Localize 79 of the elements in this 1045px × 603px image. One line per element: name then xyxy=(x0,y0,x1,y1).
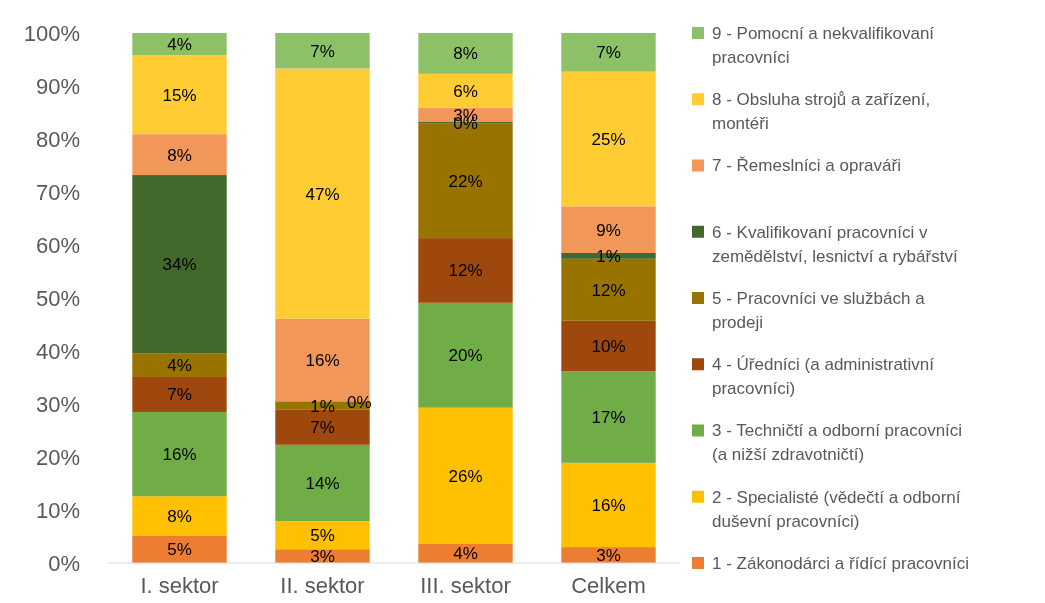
bar xyxy=(561,33,656,72)
legend-label: 5 - Pracovníci ve službách a prodeji xyxy=(712,288,926,332)
data-label: 17% xyxy=(591,407,626,427)
data-label: 16% xyxy=(305,350,340,370)
data-label: 1% xyxy=(310,396,335,416)
legend-label: 9 - Pomocní a nekvalifikovaní pracovníci xyxy=(712,23,935,67)
y-tick-label: 10% xyxy=(35,497,80,523)
bar xyxy=(132,411,227,497)
y-tick-label: 30% xyxy=(35,391,80,417)
y-tick-label: 0% xyxy=(48,550,80,576)
data-label: 10% xyxy=(591,336,626,356)
y-tick-label: 70% xyxy=(35,179,80,205)
data-label: 7% xyxy=(596,43,621,63)
data-label: 3% xyxy=(310,547,335,567)
bar xyxy=(132,175,227,354)
legend-label: 3 - Techničtí a odborní pracovníci (a nižší zdravotničtí) xyxy=(712,421,963,465)
data-label: 34% xyxy=(162,255,197,275)
legend-label: 6 - Kvalifikovaní pracovníci v zemědělství, lesnictví a rybářství xyxy=(712,222,958,266)
bar xyxy=(275,521,370,550)
x-tick-label: III. sektor xyxy=(420,573,511,598)
bar xyxy=(132,134,227,176)
data-label: 16% xyxy=(162,445,197,465)
bar xyxy=(132,33,227,56)
data-label: 4% xyxy=(167,356,192,375)
y-tick-label: 40% xyxy=(35,338,80,364)
bar xyxy=(132,376,227,412)
bar xyxy=(132,535,227,563)
legend-label: 7 - Řemeslníci a opraváři xyxy=(712,156,901,176)
bar xyxy=(132,353,227,377)
y-tick-label: 20% xyxy=(35,444,80,470)
bar xyxy=(275,68,370,319)
data-label: 9% xyxy=(596,220,621,240)
data-label: 16% xyxy=(591,495,626,515)
data-label: 22% xyxy=(448,171,483,191)
data-label: 8% xyxy=(167,145,192,165)
bar xyxy=(418,33,513,74)
legend-label: 4 - Úředníci (a administrativní pracovníci) xyxy=(712,355,935,398)
x-tick-label: II. sektor xyxy=(280,573,365,598)
bar xyxy=(561,462,656,548)
data-label: 3% xyxy=(596,546,621,565)
y-tick-label: 80% xyxy=(35,126,80,152)
data-label: 4% xyxy=(453,544,478,564)
bar xyxy=(561,371,656,463)
bar xyxy=(418,238,513,303)
bar xyxy=(418,302,513,408)
x-tick-label: I. sektor xyxy=(140,573,219,598)
bar xyxy=(561,320,656,372)
data-label: 7% xyxy=(310,41,335,61)
y-tick-label: 90% xyxy=(35,73,80,99)
data-label: 8% xyxy=(453,44,478,64)
data-label: 6% xyxy=(453,81,478,101)
data-label: 12% xyxy=(591,280,626,300)
data-label: 12% xyxy=(448,261,483,281)
y-tick-label: 60% xyxy=(35,232,80,258)
y-tick-label: 100% xyxy=(23,20,80,46)
data-label: 20% xyxy=(448,346,483,366)
legend-label: 2 - Specialisté (vědečtí a odborní duševní pracovníci) xyxy=(712,487,961,531)
data-label: 5% xyxy=(310,526,335,546)
y-tick-label: 50% xyxy=(35,285,80,311)
bar xyxy=(418,73,513,108)
data-label: 7% xyxy=(167,385,192,405)
data-label: 14% xyxy=(305,473,340,493)
data-label: 8% xyxy=(167,507,192,527)
data-label: 26% xyxy=(448,466,483,486)
legend-label: 1 - Zákonodárci a řídící pracovníci xyxy=(712,553,970,573)
data-label: 47% xyxy=(305,184,340,204)
data-label: 7% xyxy=(310,418,335,438)
data-label: 4% xyxy=(167,35,192,55)
data-label: 5% xyxy=(167,540,192,560)
bar xyxy=(132,496,227,536)
bar xyxy=(132,55,227,135)
bar xyxy=(561,71,656,207)
bar xyxy=(418,407,513,544)
data-label: 15% xyxy=(162,85,197,105)
x-tick-label: Celkem xyxy=(571,573,646,598)
data-label: 25% xyxy=(591,129,626,149)
bar xyxy=(275,33,370,69)
bar xyxy=(275,444,370,522)
legend-label: 8 - Obsluha strojů a zařízení, montéři xyxy=(712,90,931,133)
